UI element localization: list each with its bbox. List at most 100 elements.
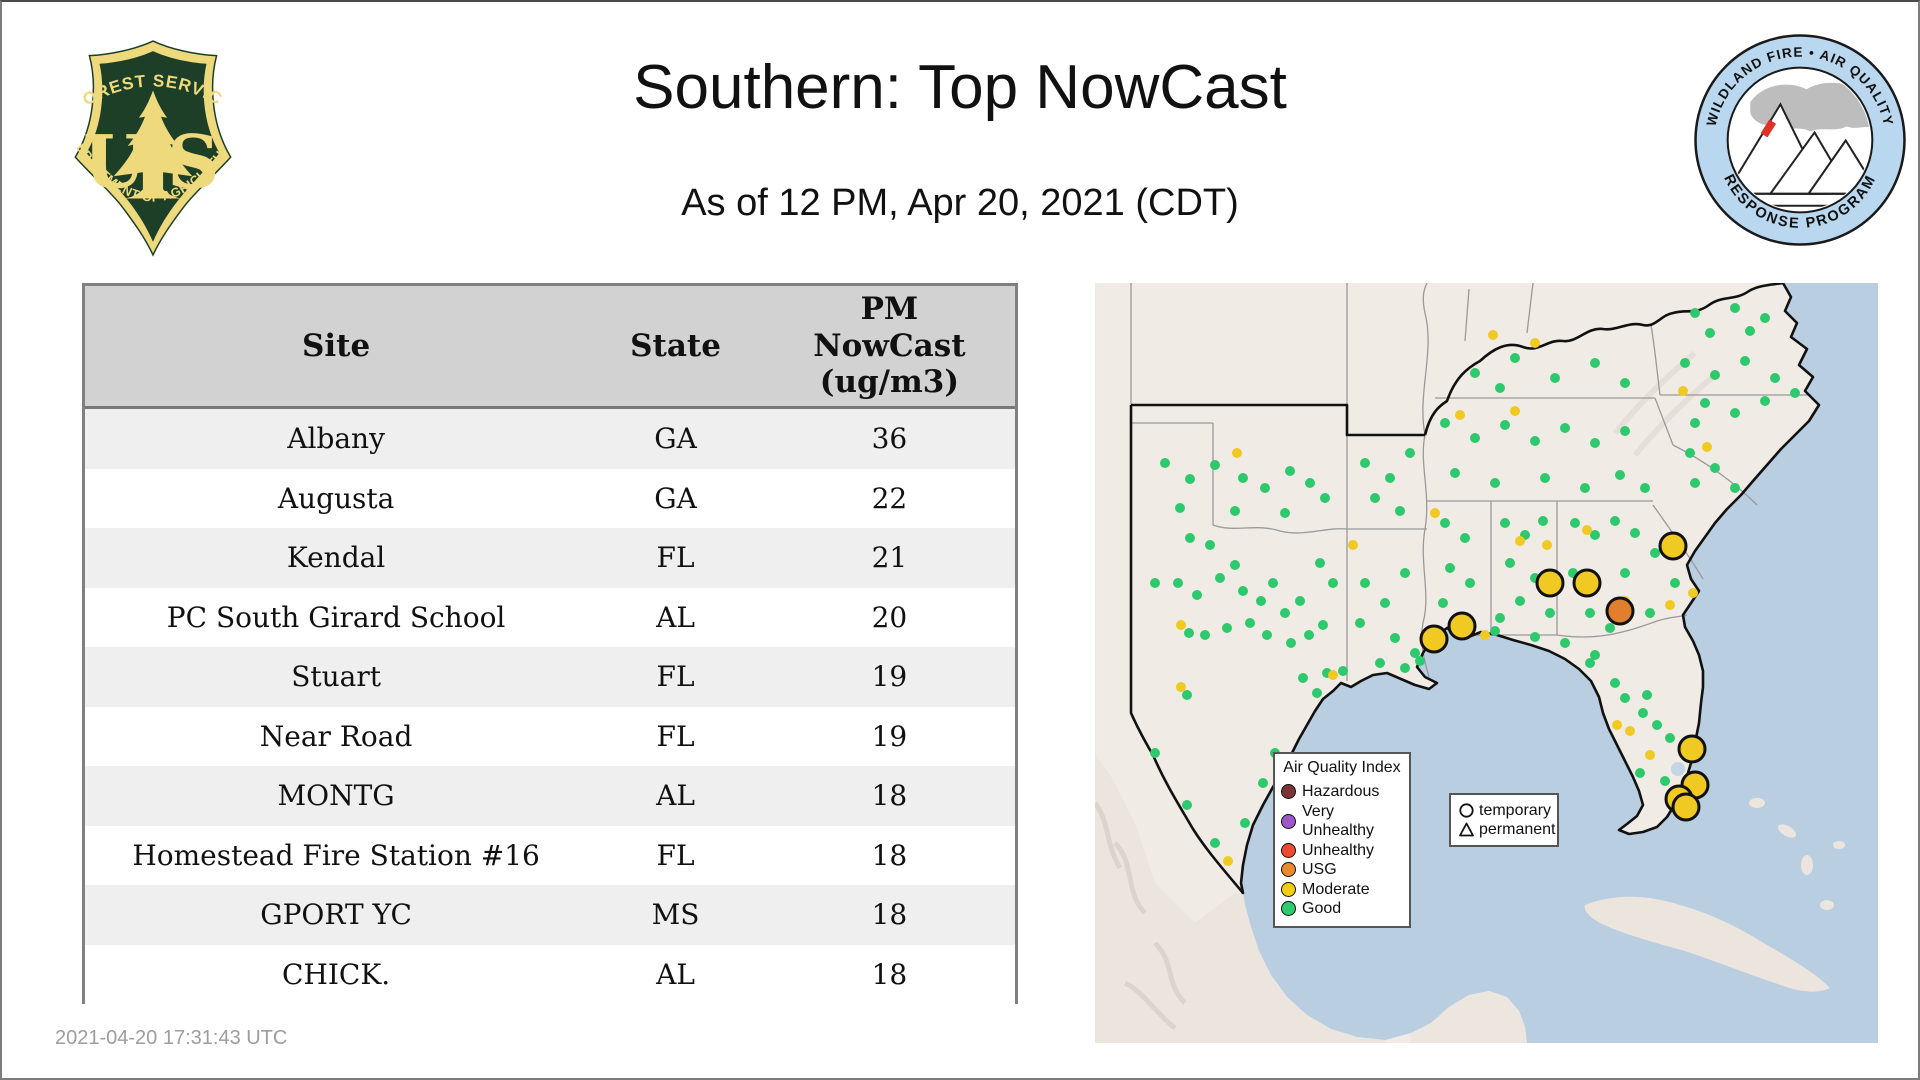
monitor-dot-good: [1360, 578, 1370, 588]
monitor-dot-good: [1590, 358, 1600, 368]
monitor-dot-good: [1192, 590, 1202, 600]
cell-pm-value: 36: [871, 422, 908, 456]
forest-service-logo: FOREST SERVICE U S DEPARTMENT OF AGRICUL…: [52, 38, 232, 257]
monitor-dot-good: [1700, 398, 1710, 408]
aqi-color-dot: [1281, 901, 1296, 917]
monitor-dot-good: [1182, 800, 1192, 810]
monitor-dot-good: [1312, 688, 1322, 698]
monitor-dot-good: [1620, 693, 1630, 703]
monitor-dot-good: [1245, 618, 1255, 628]
monitor-dot-good: [1173, 578, 1183, 588]
monitor-dot-good: [1670, 578, 1680, 588]
monitor-dot-good: [1238, 586, 1248, 596]
table-row: Kendal FL 21: [85, 528, 1015, 588]
cell-pm-value: 21: [871, 541, 908, 575]
monitor-dot-good: [1375, 658, 1385, 668]
aqi-map: [1092, 281, 1878, 1043]
monitor-dot-good: [1395, 506, 1405, 516]
monitor-dot-good: [1205, 540, 1215, 550]
state-borders: [1130, 282, 1811, 681]
monitor-dot-moderate: [1688, 588, 1698, 598]
monitor-dot-good: [1538, 516, 1548, 526]
top-site-marker-moderate: [1671, 792, 1701, 822]
page-title: Southern: Top NowCast: [633, 53, 1287, 122]
cell-pm-value: 22: [871, 481, 908, 515]
monitor-dot-moderate: [1542, 540, 1552, 550]
monitor-dot-good: [1680, 358, 1690, 368]
map-yucatan: [1411, 991, 1527, 1043]
aqi-color-dot: [1281, 784, 1296, 800]
cell-site: Augusta: [277, 481, 395, 515]
top-site-marker-moderate: [1419, 624, 1449, 654]
monitor-dot-good: [1298, 673, 1308, 683]
cell-pm-value: 19: [871, 719, 908, 753]
monitor-dot-good: [1286, 638, 1296, 648]
monitor-dot-good: [1182, 690, 1192, 700]
monitor-dot-good: [1665, 733, 1675, 743]
aqi-legend-title: Air Quality Index: [1283, 759, 1401, 776]
monitor-dot-moderate: [1176, 620, 1186, 630]
monitor-dot-good: [1210, 460, 1220, 470]
monitor-dot-good: [1635, 768, 1645, 778]
monitor-dot-good: [1505, 558, 1515, 568]
nowcast-table: Site State PM NowCast (ug/m3) Albany GA 36…: [82, 283, 1018, 1004]
cell-site: MONTG: [277, 779, 395, 813]
aqi-legend-item: Good: [1281, 899, 1403, 919]
aqi-color-dot: [1281, 813, 1296, 829]
monitor-dot-good: [1440, 418, 1450, 428]
aqi-legend-item: Hazardous: [1281, 782, 1403, 802]
monitor-dot-good: [1770, 373, 1780, 383]
aqi-legend-label: Unhealthy: [1302, 841, 1375, 859]
monitor-dot-good: [1355, 618, 1365, 628]
monitor-dot-good: [1710, 463, 1720, 473]
monitor-dot-good: [1642, 690, 1652, 700]
region-border: [1129, 281, 1784, 894]
page-subtitle: As of 12 PM, Apr 20, 2021 (CDT): [681, 182, 1239, 224]
aqi-legend-label: Moderate: [1302, 880, 1370, 898]
table-row: Homestead Fire Station #16 FL 18: [85, 825, 1015, 885]
top-site-marker-moderate: [1677, 734, 1707, 764]
aqi-color-dot: [1281, 842, 1296, 858]
monitor-dot-good: [1150, 578, 1160, 588]
cell-site: Homestead Fire Station #16: [132, 838, 540, 872]
monitor-dot-good: [1295, 596, 1305, 606]
monitor-dot-moderate: [1430, 508, 1440, 518]
aqi-legend-item: Moderate: [1281, 880, 1403, 900]
monitor-dot-good: [1515, 596, 1525, 606]
monitor-dot-good: [1760, 396, 1770, 406]
monitor-dot-good: [1652, 720, 1662, 730]
monitor-dot-good: [1450, 468, 1460, 478]
coastline: [1239, 281, 1821, 895]
monitor-dot-good: [1256, 596, 1266, 606]
top-site-marker-moderate: [1535, 568, 1565, 598]
monitor-dot-good: [1400, 663, 1410, 673]
cell-state: GA: [654, 422, 697, 456]
monitor-dot-good: [1610, 516, 1620, 526]
table-row: MONTG AL 18: [85, 766, 1015, 826]
monitor-dot-good: [1470, 433, 1480, 443]
monitor-dot-good: [1620, 568, 1630, 578]
aqi-legend-label: Hazardous: [1302, 783, 1380, 800]
cell-state: GA: [654, 481, 697, 515]
monitor-dot-moderate: [1455, 410, 1465, 420]
cell-state: FL: [656, 660, 695, 694]
legend-temporary: temporary: [1458, 801, 1551, 820]
monitor-dot-good: [1650, 548, 1660, 558]
monitor-markers-small: [1150, 303, 1800, 866]
monitor-dot-good: [1338, 666, 1348, 676]
monitor-dot-moderate: [1702, 442, 1712, 452]
monitor-dot-good: [1585, 608, 1595, 618]
monitor-dot-good: [1745, 326, 1755, 336]
monitor-dot-good: [1560, 423, 1570, 433]
monitor-dot-good: [1790, 388, 1800, 398]
cell-pm-value: 18: [871, 957, 908, 991]
mexico-topography: [1092, 801, 1187, 1030]
cell-site: Kendal: [286, 541, 386, 575]
monitor-dot-good: [1215, 573, 1225, 583]
tree-icon: [113, 90, 193, 199]
monitor-dot-good: [1304, 630, 1314, 640]
monitor-dot-good: [1590, 438, 1600, 448]
monitor-dot-good: [1184, 628, 1194, 638]
monitor-dot-good: [1590, 650, 1600, 660]
